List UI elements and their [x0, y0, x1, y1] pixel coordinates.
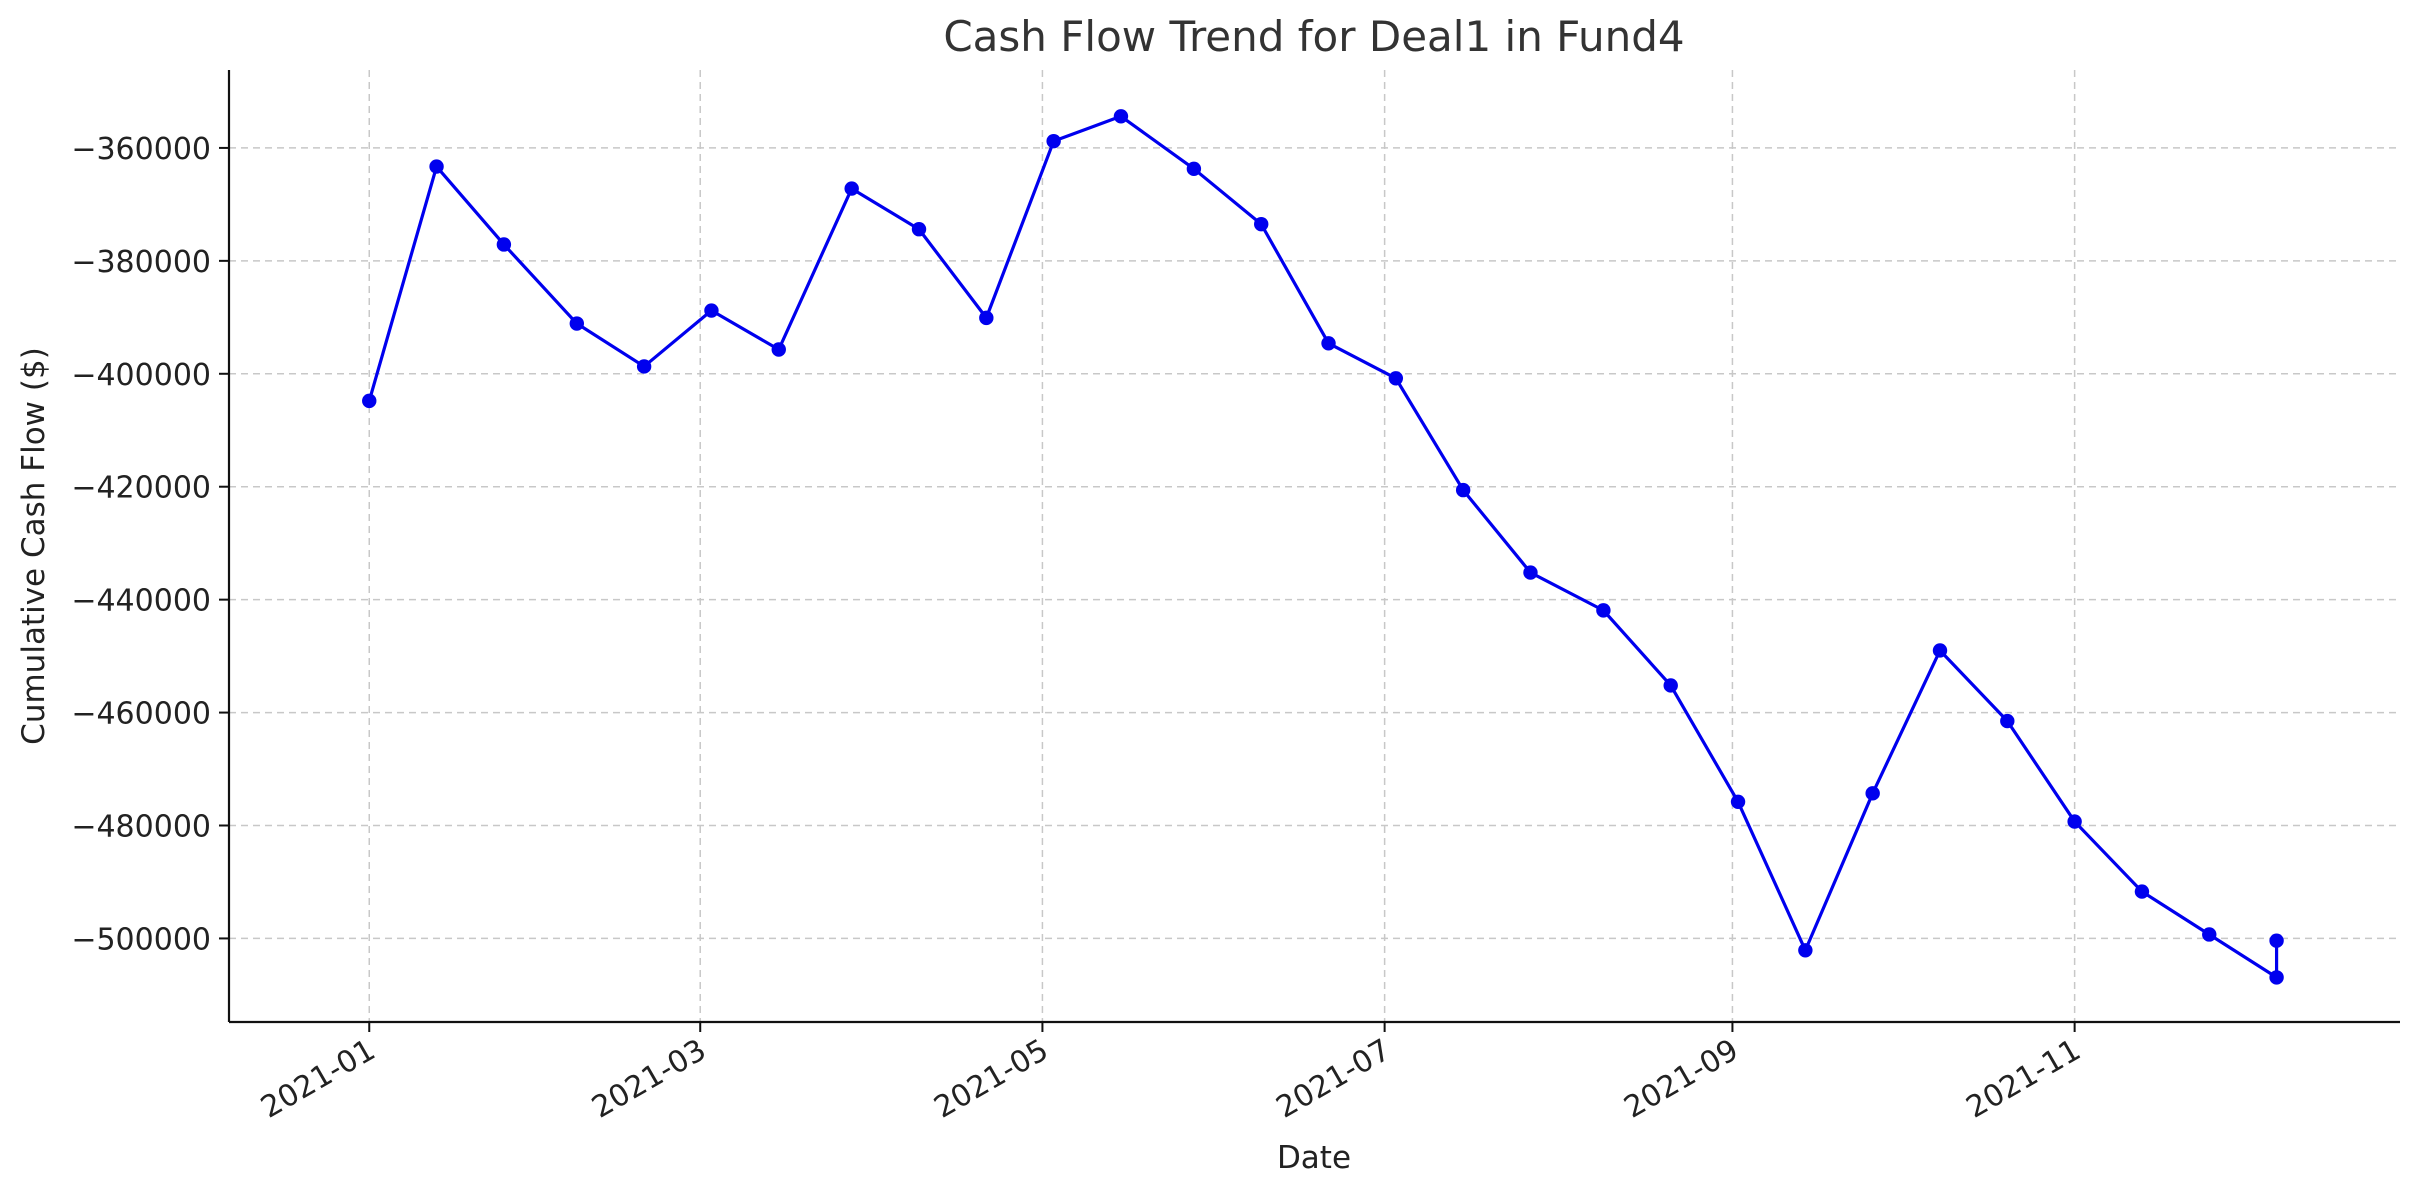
data-point: [2269, 970, 2284, 985]
x-tick-label: 2021-07: [1271, 1033, 1397, 1126]
x-tick-label: 2021-01: [255, 1033, 381, 1126]
data-point: [1113, 109, 1129, 124]
data-point: [1663, 678, 1678, 693]
data-point: [1865, 786, 1880, 801]
data-point: [2134, 884, 2150, 899]
data-point: [1254, 216, 1269, 232]
x-tick-label: 2021-11: [1961, 1033, 2087, 1126]
y-tick-label: −480000: [71, 810, 211, 845]
grid-layer: [229, 70, 2400, 1022]
data-point: [429, 159, 444, 174]
data-point: [1596, 603, 1611, 618]
data-point: [569, 316, 585, 331]
data-point: [1730, 794, 1746, 809]
data-point: [2202, 927, 2217, 942]
data-point: [2067, 814, 2082, 829]
data-point: [1321, 336, 1336, 351]
data-point: [1932, 643, 1948, 658]
axes-layer: [227, 70, 2400, 1024]
y-tick-label: −500000: [71, 922, 211, 957]
y-tick-label: −440000: [71, 584, 211, 619]
x-tick-label: 2021-09: [1618, 1033, 1744, 1126]
series-layer: [362, 109, 2284, 985]
data-point: [496, 237, 512, 252]
y-axis-label: Cumulative Cash Flow ($): [16, 347, 52, 745]
y-tick-label: −380000: [71, 245, 211, 280]
data-point: [362, 393, 377, 409]
series-line: [367, 114, 2279, 979]
ticks-layer: −360000 −380000 −400000 −420000 −440000 −4600…: [71, 132, 2086, 1126]
data-point: [636, 359, 652, 374]
x-axis-label: Date: [1277, 1140, 1351, 1176]
data-point: [1388, 371, 1404, 386]
data-point: [979, 310, 994, 326]
x-tick-label: 2021-03: [586, 1033, 712, 1126]
data-point: [1186, 161, 1202, 177]
x-tick-label: 2021-05: [928, 1033, 1054, 1126]
y-tick-label: −400000: [71, 358, 211, 393]
data-point: [1523, 565, 1538, 580]
chart-title: Cash Flow Trend for Deal1 in Fund4: [943, 12, 1684, 61]
y-tick-label: −420000: [71, 471, 211, 506]
data-point: [1798, 943, 1813, 958]
data-point: [1046, 133, 1061, 149]
data-point: [1455, 482, 1471, 498]
data-point: [2269, 933, 2284, 948]
data-point: [771, 342, 786, 357]
data-point: [2000, 713, 2015, 729]
y-tick-label: −460000: [71, 697, 211, 732]
y-tick-label: −360000: [71, 132, 211, 167]
data-point: [704, 303, 719, 318]
data-point: [844, 181, 859, 196]
data-point: [911, 222, 927, 237]
